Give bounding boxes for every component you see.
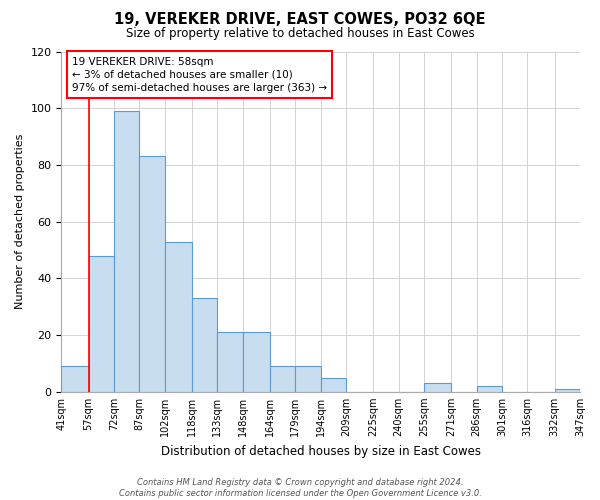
- Text: 19, VEREKER DRIVE, EAST COWES, PO32 6QE: 19, VEREKER DRIVE, EAST COWES, PO32 6QE: [114, 12, 486, 28]
- Text: Size of property relative to detached houses in East Cowes: Size of property relative to detached ho…: [125, 28, 475, 40]
- Bar: [295, 366, 321, 392]
- Bar: [165, 242, 192, 392]
- Bar: [192, 298, 217, 392]
- Text: Contains HM Land Registry data © Crown copyright and database right 2024.
Contai: Contains HM Land Registry data © Crown c…: [119, 478, 481, 498]
- Bar: [114, 111, 139, 392]
- Text: 19 VEREKER DRIVE: 58sqm
← 3% of detached houses are smaller (10)
97% of semi-det: 19 VEREKER DRIVE: 58sqm ← 3% of detached…: [72, 56, 327, 93]
- Bar: [61, 366, 89, 392]
- Bar: [89, 256, 114, 392]
- Bar: [554, 389, 580, 392]
- Bar: [476, 386, 502, 392]
- Bar: [243, 332, 270, 392]
- Bar: [424, 384, 451, 392]
- Bar: [139, 156, 165, 392]
- Bar: [270, 366, 295, 392]
- Bar: [321, 378, 346, 392]
- Y-axis label: Number of detached properties: Number of detached properties: [15, 134, 25, 310]
- X-axis label: Distribution of detached houses by size in East Cowes: Distribution of detached houses by size …: [161, 444, 481, 458]
- Bar: [217, 332, 243, 392]
